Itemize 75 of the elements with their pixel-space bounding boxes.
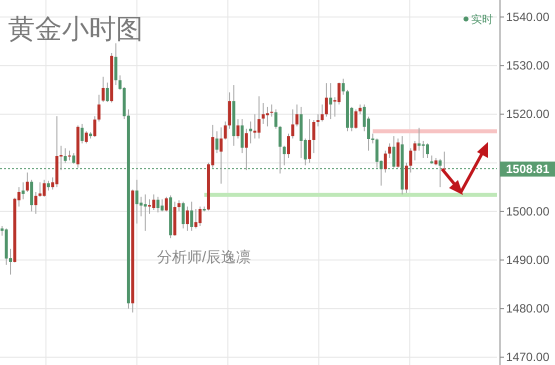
candlestick	[26, 172, 29, 192]
candlestick	[93, 116, 96, 138]
candlestick	[106, 82, 109, 103]
ref-line-label: 1508.81	[506, 162, 550, 176]
candlestick	[388, 142, 392, 158]
y-tick-label: 1480.00	[506, 302, 550, 316]
candlestick	[358, 104, 362, 115]
candlestick	[178, 200, 181, 212]
annotation: 分析师/辰逸凛	[157, 249, 252, 266]
annotation: 实时	[471, 13, 493, 26]
y-tick-label: 1520.00	[506, 107, 550, 122]
candlestick	[190, 201, 194, 232]
candlestick	[80, 123, 84, 144]
candlestick	[68, 150, 71, 161]
candlestick	[384, 150, 387, 174]
candlestick	[413, 140, 416, 161]
candlestick	[30, 179, 34, 212]
candlestick	[253, 114, 256, 140]
candlestick	[236, 118, 240, 140]
candlestick	[258, 96, 261, 140]
candlestick	[409, 148, 412, 174]
candlestick	[72, 152, 76, 164]
candlestick	[312, 120, 316, 154]
candlestick	[198, 206, 202, 226]
candlestick	[266, 106, 269, 127]
y-tick-label: 1530.00	[506, 58, 550, 73]
candlestick	[135, 179, 138, 224]
candlestick	[160, 198, 164, 212]
y-tick-label: 1470.00	[506, 350, 550, 364]
candlestick	[262, 102, 265, 124]
candlestick	[164, 196, 168, 212]
candlestick	[215, 130, 218, 154]
candlestick	[354, 108, 358, 130]
candlestick	[84, 130, 88, 144]
candlestick	[22, 182, 25, 200]
candlestick	[282, 145, 286, 166]
candlestick	[186, 206, 189, 232]
y-tick-label: 1500.00	[506, 204, 550, 218]
candlestick	[342, 78, 345, 96]
candlestick	[34, 191, 38, 214]
candlestick	[274, 108, 278, 130]
candlestick	[97, 94, 100, 122]
candlestick	[182, 201, 185, 229]
candlestick	[194, 208, 198, 229]
candlestick	[329, 82, 332, 120]
candlestick	[320, 104, 324, 122]
candlestick	[220, 126, 223, 184]
candlestick	[338, 82, 341, 105]
candlestick	[46, 180, 50, 192]
candlestick	[144, 194, 147, 232]
candlestick	[114, 42, 118, 86]
candlestick	[316, 114, 320, 127]
candlestick	[287, 133, 290, 158]
candlestick	[422, 140, 425, 158]
candlestick	[291, 108, 294, 140]
candlestick	[324, 82, 328, 118]
candlestick	[244, 128, 248, 171]
candlestick	[102, 76, 105, 103]
candlestick	[308, 118, 312, 164]
candlestick	[404, 162, 408, 194]
candlestick	[148, 198, 152, 214]
candlestick	[38, 182, 42, 198]
candlestick	[42, 179, 46, 198]
text: 黄金小时图	[8, 14, 143, 44]
candlestick	[152, 194, 156, 210]
y-tick-label: 1540.00	[506, 10, 550, 24]
candlestick	[295, 104, 298, 127]
candlestick	[426, 142, 430, 158]
candlestick	[64, 148, 67, 164]
candlestick	[156, 196, 160, 213]
candlestick	[224, 121, 227, 140]
candlestick	[418, 127, 421, 152]
candlestick	[240, 118, 244, 154]
candlestick	[270, 104, 274, 118]
y-tick-label: 1490.00	[506, 253, 550, 268]
